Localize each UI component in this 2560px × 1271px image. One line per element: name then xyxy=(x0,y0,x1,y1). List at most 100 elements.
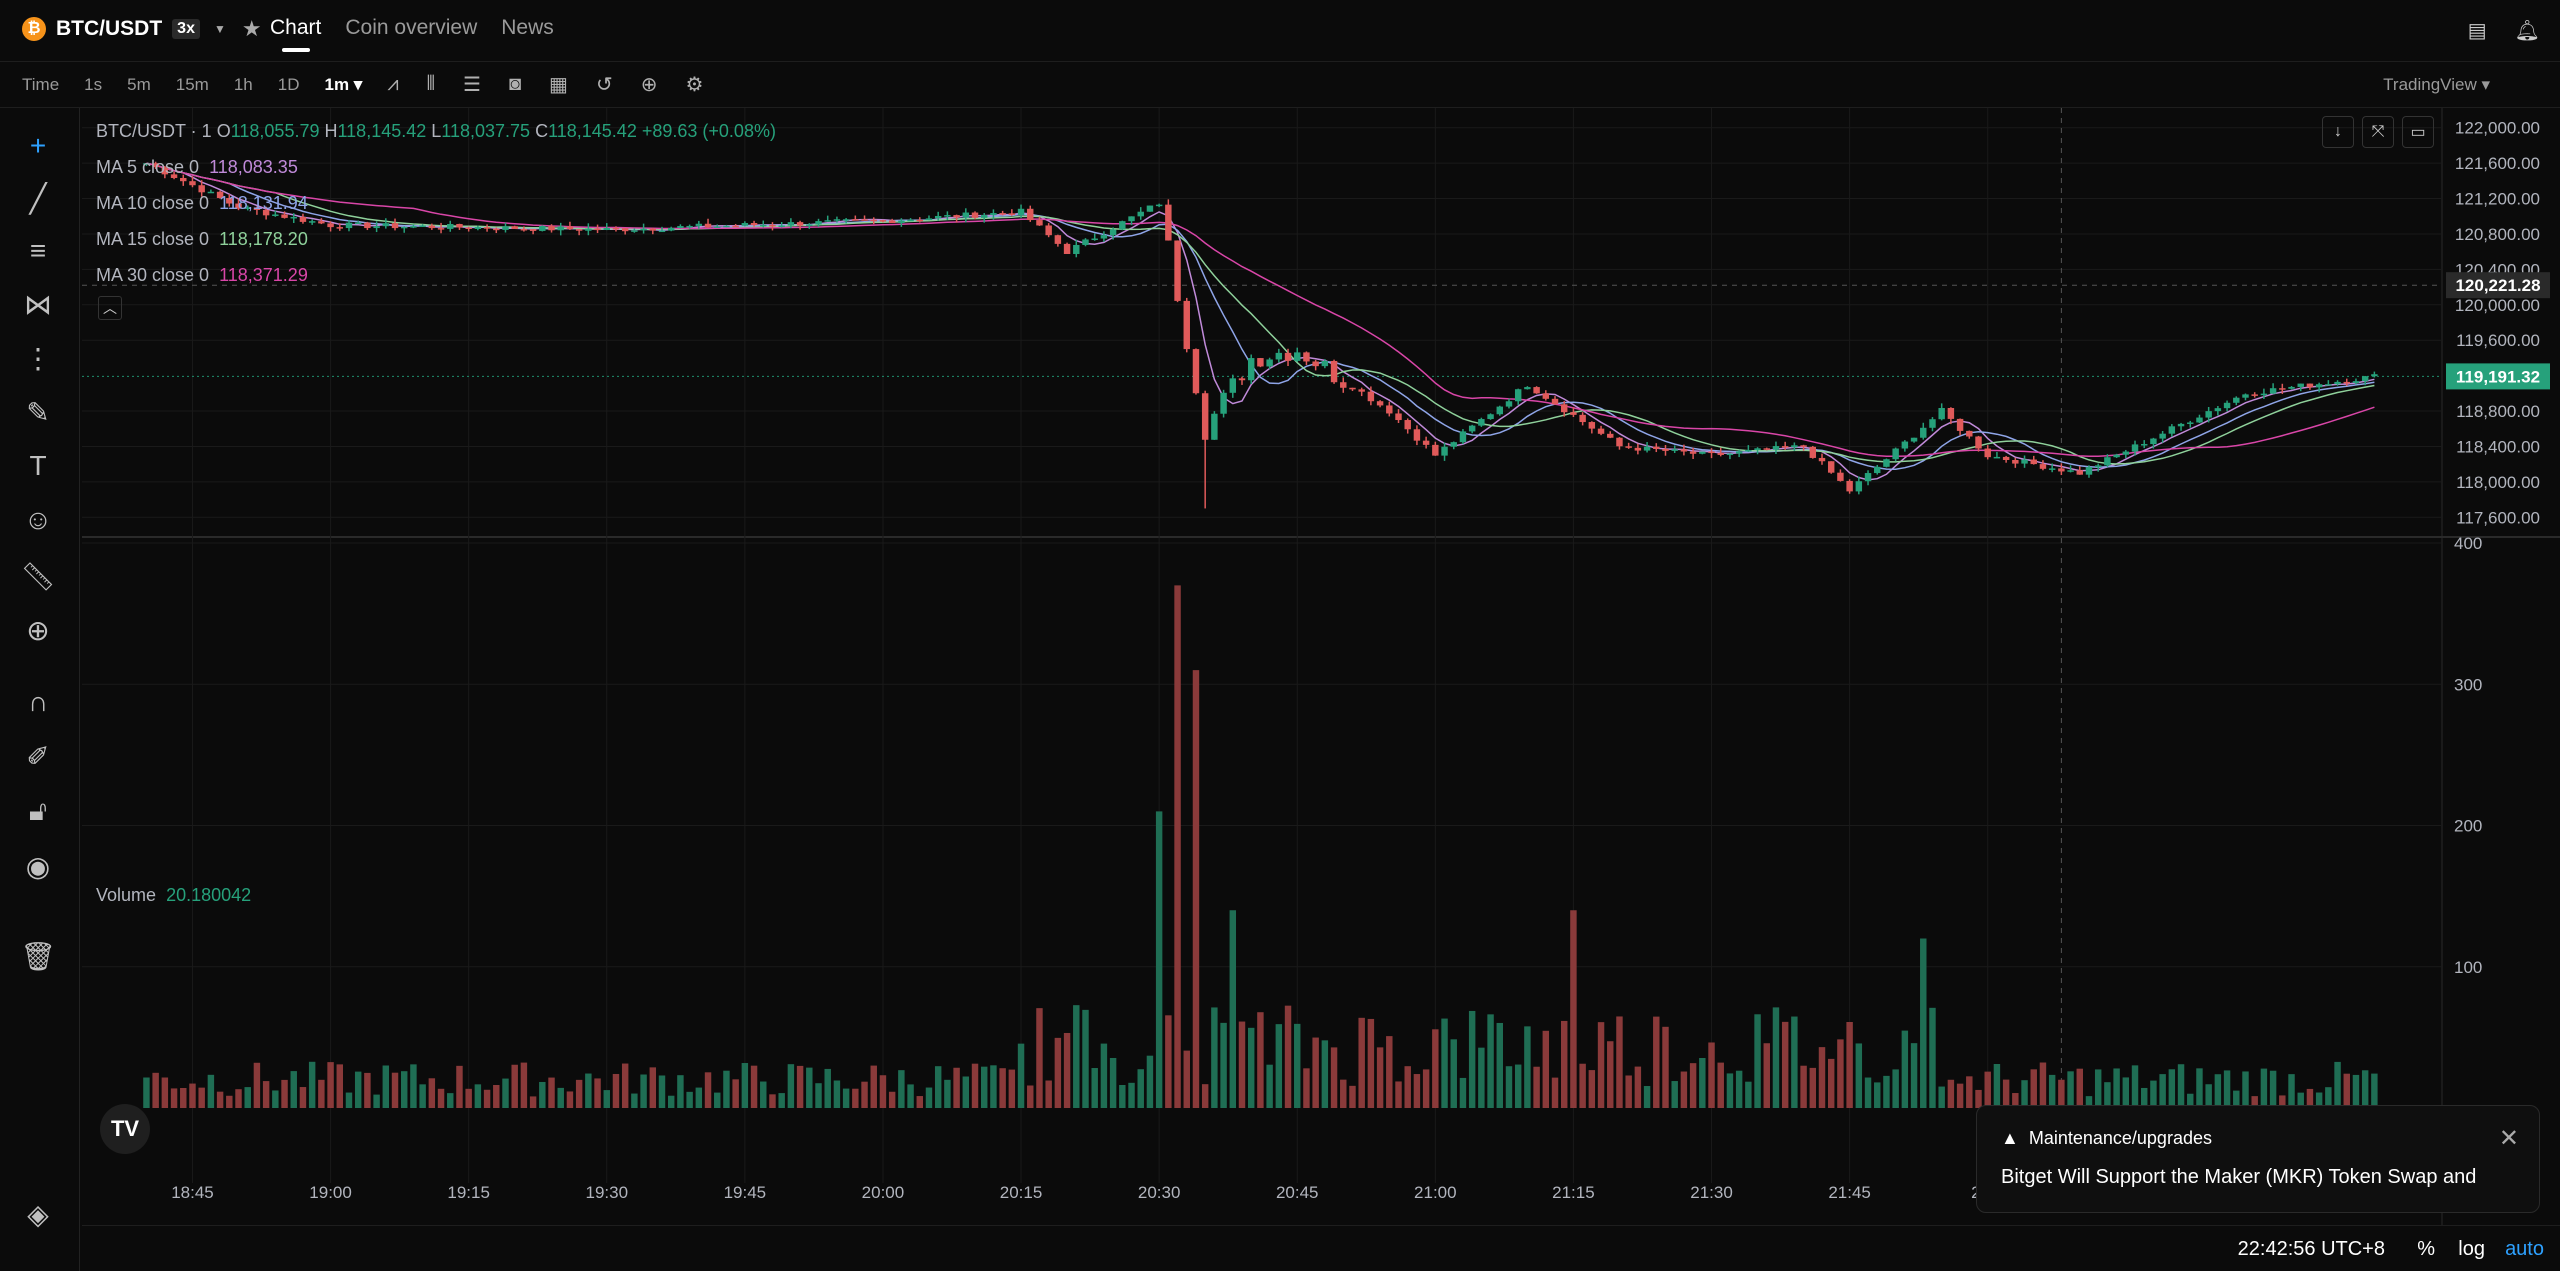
volume-bar xyxy=(631,1093,638,1108)
volume-bar xyxy=(1699,1058,1706,1108)
candle-body xyxy=(1174,240,1181,301)
candle-body xyxy=(1827,461,1835,473)
emoji-icon[interactable]: ☺ xyxy=(23,504,53,535)
candle-body xyxy=(1883,459,1890,467)
candle-body xyxy=(1266,359,1273,367)
candles-icon[interactable]: ⫴ xyxy=(426,73,436,95)
auto-toggle[interactable]: auto xyxy=(2505,1238,2544,1260)
volume-bar xyxy=(235,1089,242,1108)
ma10-legend[interactable]: MA 10 close 0 118,131.94 xyxy=(96,193,308,213)
candle-body xyxy=(1791,445,1798,448)
timeframe-5m[interactable]: 5m xyxy=(127,74,151,94)
tab-chart[interactable]: Chart xyxy=(270,16,321,52)
fib-lines-icon[interactable]: ≡ xyxy=(29,235,47,266)
volume-bar xyxy=(1533,1066,1540,1108)
tradingview-menu[interactable]: TradingView ▾ xyxy=(2383,75,2490,94)
candle-body xyxy=(2094,465,2102,468)
symbol-name[interactable]: BTC/USDT xyxy=(56,17,163,40)
ruler-icon[interactable]: 📏︎ xyxy=(20,560,56,592)
volume-bar xyxy=(1091,1068,1098,1108)
candle-body xyxy=(1745,449,1752,452)
candle-body xyxy=(1487,414,1494,420)
volume-bar xyxy=(1781,1021,1789,1108)
indicators-icon[interactable]: ⩘ xyxy=(387,73,399,95)
favorite-star-icon[interactable]: ★ xyxy=(241,16,262,41)
maximize-pane-icon[interactable]: ▭ xyxy=(2402,116,2434,148)
bell-icon[interactable]: 🔔︎ xyxy=(2514,20,2540,42)
price-axis-label: 120,800.00 xyxy=(2455,225,2540,244)
projection-icon[interactable]: ⋮ xyxy=(24,342,52,374)
volume-bars xyxy=(143,585,2378,1108)
chevron-down-icon[interactable]: ▼ xyxy=(213,22,226,36)
pattern-icon[interactable]: ⋈ xyxy=(24,288,52,320)
settings-icon[interactable]: ⚙ xyxy=(685,74,704,96)
layers-icon[interactable]: ◈ xyxy=(27,1198,49,1230)
replay-icon[interactable]: ↺ xyxy=(595,74,613,96)
calendar-icon[interactable]: ▦ xyxy=(549,74,568,96)
candle-body xyxy=(281,214,288,218)
volume-bar xyxy=(2361,1070,2369,1108)
timeframe-1d[interactable]: 1D xyxy=(277,74,300,94)
symbol-selector[interactable]: ₿ BTC/USDT 3x ▼ ★ xyxy=(22,16,262,42)
timeframe-time[interactable]: Time xyxy=(22,74,60,94)
trash-icon[interactable]: 🗑︎ xyxy=(20,940,56,972)
volume-bar xyxy=(1119,1085,1126,1108)
tab-news[interactable]: News xyxy=(501,16,554,39)
magnet-icon[interactable]: ∩ xyxy=(27,686,49,717)
volume-bar xyxy=(1036,1008,1043,1108)
collapse-legend-button[interactable]: ︿ xyxy=(98,296,122,320)
candle-body xyxy=(391,223,399,229)
lock-draw-icon[interactable]: ✐ xyxy=(26,740,50,772)
chart-area[interactable]: 122,000.00 121,600.00 121,200.00 120,800.00… xyxy=(82,108,2560,1271)
candle-body xyxy=(999,213,1006,215)
candle-body xyxy=(2076,470,2083,475)
text-icon[interactable]: T xyxy=(29,450,47,481)
tradingview-logo[interactable]: TV xyxy=(100,1104,150,1154)
eye-icon[interactable]: ◉ xyxy=(25,850,51,882)
book-icon[interactable]: ▤ xyxy=(2467,20,2487,42)
percent-toggle[interactable]: % xyxy=(2417,1238,2435,1260)
candle-body xyxy=(1846,480,1853,492)
volume-bar xyxy=(447,1093,454,1108)
crosshair-icon[interactable]: + xyxy=(29,130,47,161)
ma5-legend[interactable]: MA 5 close 0 118,083.35 xyxy=(96,157,298,177)
candle-body xyxy=(2141,444,2148,446)
notification-body[interactable]: Bitget Will Support the Maker (MKR) Toke… xyxy=(2001,1166,2477,1188)
timeframe-1h[interactable]: 1h xyxy=(233,74,253,94)
timeframe-15m[interactable]: 15m xyxy=(175,74,209,94)
candle-body xyxy=(981,215,988,218)
volume-bar xyxy=(1054,1037,1062,1108)
camera-icon[interactable]: ◙ xyxy=(508,73,522,95)
candle-body xyxy=(2058,468,2065,472)
brush-icon[interactable]: ✎ xyxy=(26,396,50,428)
unlock-icon[interactable]: 🔓︎ xyxy=(28,794,48,826)
collapse-pane-icon[interactable]: ⤧ xyxy=(2362,116,2394,148)
trendline-icon[interactable]: ╱ xyxy=(29,182,47,214)
arrow-down-icon[interactable]: ↓ xyxy=(2322,116,2354,148)
ma30-legend[interactable]: MA 30 close 0 118,371.29 xyxy=(96,265,308,285)
zoom-in-icon[interactable]: ⊕ xyxy=(26,614,50,646)
compare-icon[interactable]: ☰ xyxy=(463,74,481,96)
volume-bar xyxy=(649,1067,657,1108)
candle-body xyxy=(1763,448,1770,450)
volume-bar xyxy=(2150,1080,2157,1108)
timeframe-1m[interactable]: 1m ▾ xyxy=(324,74,363,94)
add-icon[interactable]: ⊕ xyxy=(640,74,658,96)
tab-coin-overview[interactable]: Coin overview xyxy=(345,16,478,39)
ma15-legend[interactable]: MA 15 close 0 118,178.20 xyxy=(96,229,308,249)
chart-svg[interactable]: 122,000.00 121,600.00 121,200.00 120,800.00… xyxy=(82,108,2560,1225)
log-toggle[interactable]: log xyxy=(2458,1238,2485,1260)
candle-body xyxy=(447,224,454,229)
volume-bar xyxy=(1183,1050,1190,1108)
volume-bar xyxy=(925,1087,933,1108)
volume-bar xyxy=(750,1065,758,1108)
candle-body xyxy=(2177,423,2185,427)
volume-bar xyxy=(1330,1047,1338,1108)
close-icon[interactable]: ✕ xyxy=(2498,1125,2519,1152)
candle-body xyxy=(1514,389,1522,402)
timeframe-1s[interactable]: 1s xyxy=(84,74,103,94)
candle-body xyxy=(1993,456,2001,459)
notification-toast[interactable]: ▲ Maintenance/upgrades Bitget Will Suppo… xyxy=(1976,1105,2540,1213)
candle-body xyxy=(962,212,970,218)
candle-body xyxy=(529,229,537,231)
